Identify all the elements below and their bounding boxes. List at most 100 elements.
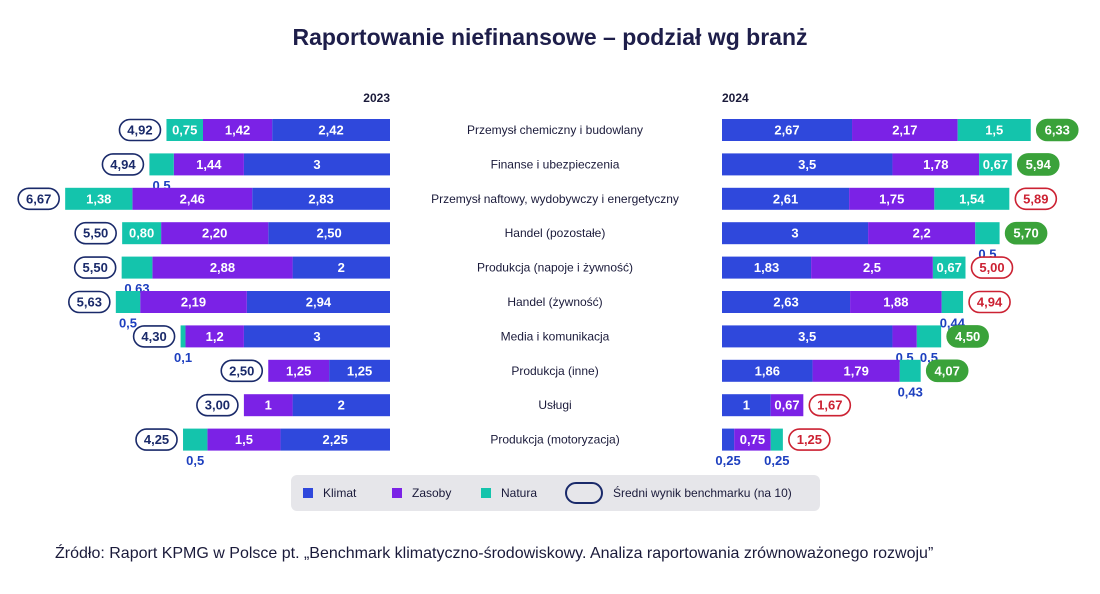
benchmark-value-2024: 5,89: [1023, 191, 1048, 206]
data-label-zasoby-2023: 2,19: [181, 295, 206, 310]
benchmark-pill-2024: [788, 428, 831, 451]
data-label-natura-2023: 0,5: [119, 316, 137, 331]
bar-segment-natura-2024: [916, 325, 942, 348]
data-label-zasoby-2024: 1,78: [923, 157, 948, 172]
bar-segment-zasoby-2024: [892, 325, 917, 348]
category-label: Produkcja (motoryzacja): [490, 433, 619, 447]
bar-segment-zasoby-2024: [811, 256, 933, 279]
bar-segment-zasoby-2023: [185, 325, 244, 348]
year-label-2023: 2023: [363, 91, 390, 105]
bar-segment-zasoby-2024: [868, 222, 976, 245]
category-label: Finanse i ubezpieczenia: [491, 157, 620, 171]
bar-segment-natura-2024: [975, 222, 1000, 245]
bar-segment-natura-2023: [122, 222, 162, 245]
data-label-zasoby-2024: 2,5: [863, 260, 881, 275]
bar-segment-klimat-2023: [292, 394, 390, 417]
bar-segment-klimat-2024: [722, 119, 853, 141]
data-label-zasoby-2024: 0,67: [774, 398, 799, 413]
bar-segment-natura-2024: [934, 187, 1010, 210]
data-label-klimat-2024: 3,5: [798, 157, 816, 172]
bar-segment-natura-2023: [121, 256, 153, 279]
data-label-klimat-2023: 2,25: [323, 432, 348, 447]
bar-segment-klimat-2023: [272, 119, 390, 141]
data-label-klimat-2023: 3: [313, 157, 320, 172]
data-label-natura-2024: 0,43: [898, 384, 923, 399]
benchmark-value-2024: 5,70: [1013, 226, 1038, 241]
data-label-zasoby-2023: 1: [265, 398, 272, 413]
legend-item-zasoby: Zasoby: [392, 475, 451, 511]
benchmark-value-2023: 4,30: [141, 329, 166, 344]
bar-segment-natura-2024: [770, 428, 783, 451]
benchmark-value-2024: 1,67: [817, 398, 842, 413]
chart-title: Raportowanie niefinansowe – podział wg b…: [292, 24, 808, 50]
data-label-zasoby-2023: 2,88: [210, 260, 235, 275]
data-label-natura-2023: 0,75: [172, 123, 197, 138]
bar-segment-natura-2023: [65, 187, 133, 210]
data-label-klimat-2023: 2: [338, 260, 345, 275]
bar-segment-natura-2024: [932, 256, 966, 279]
legend-label-natura: Natura: [501, 486, 538, 500]
benchmark-value-2023: 4,25: [144, 432, 169, 447]
bar-segment-klimat-2023: [280, 428, 390, 451]
bar-segment-klimat-2023: [246, 291, 390, 313]
data-label-zasoby-2024: 1,79: [844, 363, 869, 378]
data-label-klimat-2024: 1,83: [754, 260, 779, 275]
data-label-klimat-2023: 3: [313, 329, 320, 344]
benchmark-pill-2024: [1016, 153, 1060, 176]
benchmark-value-2024: 6,33: [1045, 123, 1070, 138]
benchmark-pill-2023: [73, 256, 117, 279]
bar-segment-klimat-2023: [329, 359, 390, 382]
bar-segment-natura-2023: [149, 153, 174, 176]
bar-segment-klimat-2024: [722, 428, 735, 451]
data-label-natura-2023: 1,38: [86, 191, 111, 206]
bar-segment-natura-2024: [957, 119, 1031, 141]
data-label-klimat-2024: 1: [743, 398, 750, 413]
bar-segment-klimat-2024: [722, 256, 812, 279]
benchmark-pill-2024: [968, 290, 1011, 314]
category-label: Produkcja (inne): [511, 364, 598, 378]
year-label-2024: 2024: [722, 91, 749, 105]
category-label: Media i komunikacja: [501, 329, 610, 343]
legend-swatch-klimat: [303, 488, 313, 498]
data-label-klimat-2023: 2,50: [316, 226, 341, 241]
bar-segment-zasoby-2023: [207, 428, 281, 451]
benchmark-pill-2023: [135, 428, 178, 451]
bar-segment-zasoby-2024: [812, 359, 900, 382]
legend-label-benchmark: Średni wynik benchmarku (na 10): [613, 486, 792, 500]
bar-segment-natura-2023: [115, 291, 141, 313]
benchmark-pill-2023: [17, 187, 60, 211]
benchmark-value-2024: 1,25: [797, 432, 822, 447]
data-label-klimat-2024: 1,86: [755, 363, 780, 378]
bar-segment-natura-2023: [183, 428, 208, 451]
bar-segment-zasoby-2023: [173, 153, 244, 176]
benchmark-pill-2023: [74, 221, 117, 245]
category-label: Przemysł chemiczny i budowlany: [467, 123, 643, 137]
data-label-klimat-2024: 3,5: [798, 329, 816, 344]
data-label-zasoby-2023: 1,5: [235, 432, 253, 447]
bar-segment-natura-2024: [941, 291, 964, 313]
legend-label-zasoby: Zasoby: [412, 486, 452, 500]
data-label-zasoby-2023: 1,2: [206, 329, 224, 344]
bar-segment-zasoby-2023: [152, 256, 293, 279]
legend-label-klimat: Klimat: [323, 486, 357, 500]
category-label: Handel (żywność): [507, 295, 602, 309]
data-label-zasoby-2023: 1,44: [196, 157, 222, 172]
bar-segment-zasoby-2024: [770, 394, 804, 417]
benchmark-pill-2023: [101, 153, 145, 176]
benchmark-pill-2024: [808, 393, 852, 417]
bar-segment-klimat-2024: [722, 222, 869, 245]
data-label-klimat-2023: 2,42: [318, 123, 343, 138]
benchmark-value-2023: 6,67: [26, 191, 51, 206]
bar-segment-zasoby-2024: [849, 187, 935, 210]
legend-item-natura: Natura: [481, 475, 537, 511]
bar-segment-zasoby-2024: [852, 119, 958, 141]
data-label-klimat-2023: 2: [338, 398, 345, 413]
data-label-zasoby-2024: 0,75: [740, 432, 765, 447]
legend-benchmark-pill-icon: [565, 482, 603, 504]
source-note: Źródło: Raport KPMG w Polsce pt. „Benchm…: [55, 545, 934, 562]
data-label-klimat-2023: 2,94: [306, 295, 332, 310]
legend-item-klimat: Klimat: [303, 475, 356, 511]
category-label: Przemysł naftowy, wydobywczy i energetyc…: [431, 192, 679, 206]
data-label-zasoby-2024: 2,2: [913, 226, 931, 241]
data-label-zasoby-2023: 2,46: [180, 191, 205, 206]
